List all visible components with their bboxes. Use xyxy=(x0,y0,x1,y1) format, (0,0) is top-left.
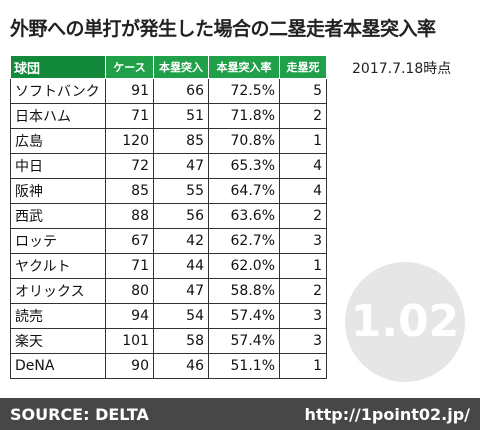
table-cell: 91 xyxy=(105,78,154,104)
table-cell: 65.3% xyxy=(208,153,280,179)
table-row: ロッテ 67 42 62.7% 3 xyxy=(10,228,327,254)
table-cell: 42 xyxy=(153,228,209,254)
table-cell: 51 xyxy=(153,103,209,129)
table-cell: 94 xyxy=(105,303,154,329)
stats-table: 球団 ケース 本塁突入 本塁突入率 走塁死 ソフトバンク 91 66 72.5% 5 日本ハム 71… xyxy=(10,55,327,379)
table-cell: 51.1% xyxy=(208,353,280,379)
watermark: 1.02 xyxy=(345,262,465,382)
column-header: 本塁突入率 xyxy=(208,55,280,79)
table-cell: 3 xyxy=(279,228,327,254)
source: SOURCE: DELTA xyxy=(10,405,149,424)
table-cell: 1 xyxy=(279,253,327,279)
table-cell: 90 xyxy=(105,353,154,379)
table-cell: DeNA xyxy=(10,353,106,379)
url: http://1point02.jp/ xyxy=(304,405,470,424)
table-row: ソフトバンク 91 66 72.5% 5 xyxy=(10,78,327,104)
table-cell: 55 xyxy=(153,178,209,204)
footer: SOURCE: DELTA http://1point02.jp/ xyxy=(0,398,480,430)
table-row: 日本ハム 71 51 71.8% 2 xyxy=(10,103,327,129)
table-cell: ソフトバンク xyxy=(10,78,106,104)
table-cell: 中日 xyxy=(10,153,106,179)
table-row: DeNA 90 46 51.1% 1 xyxy=(10,353,327,379)
table-cell: 88 xyxy=(105,203,154,229)
table-cell: 西武 xyxy=(10,203,106,229)
table-cell: オリックス xyxy=(10,278,106,304)
table-cell: 広島 xyxy=(10,128,106,154)
table-cell: 読売 xyxy=(10,303,106,329)
table-cell: 80 xyxy=(105,278,154,304)
table-row: 中日 72 47 65.3% 4 xyxy=(10,153,327,179)
table-cell: 71 xyxy=(105,103,154,129)
table-cell: 62.7% xyxy=(208,228,280,254)
table-cell: 62.0% xyxy=(208,253,280,279)
table-cell: 70.8% xyxy=(208,128,280,154)
table-cell: 46 xyxy=(153,353,209,379)
table-row: 読売 94 54 57.4% 3 xyxy=(10,303,327,329)
table-cell: 2 xyxy=(279,278,327,304)
table-cell: 67 xyxy=(105,228,154,254)
column-header: 走塁死 xyxy=(279,55,327,79)
table-cell: 64.7% xyxy=(208,178,280,204)
table-cell: 2 xyxy=(279,103,327,129)
title: 外野への単打が発生した場合の二塁走者本塁突入率 xyxy=(10,18,436,40)
column-header: 本塁突入 xyxy=(153,55,209,79)
table-body: ソフトバンク 91 66 72.5% 5 日本ハム 71 51 71.8% 2 広島 120 85 70.… xyxy=(10,78,327,379)
table-row: ヤクルト 71 44 62.0% 1 xyxy=(10,253,327,279)
table-cell: 3 xyxy=(279,303,327,329)
table-cell: 66 xyxy=(153,78,209,104)
table-row: 西武 88 56 63.6% 2 xyxy=(10,203,327,229)
table-cell: 54 xyxy=(153,303,209,329)
table-cell: ロッテ xyxy=(10,228,106,254)
table-cell: 日本ハム xyxy=(10,103,106,129)
table-cell: 85 xyxy=(153,128,209,154)
table-cell: 58.8% xyxy=(208,278,280,304)
table-row: 阪神 85 55 64.7% 4 xyxy=(10,178,327,204)
table-cell: 120 xyxy=(105,128,154,154)
date: 2017.7.18時点 xyxy=(352,61,452,77)
table-cell: 71 xyxy=(105,253,154,279)
table-cell: 57.4% xyxy=(208,328,280,354)
table-cell: 阪神 xyxy=(10,178,106,204)
table-row: 広島 120 85 70.8% 1 xyxy=(10,128,327,154)
table-cell: 楽天 xyxy=(10,328,106,354)
table-cell: 47 xyxy=(153,278,209,304)
table-cell: 72.5% xyxy=(208,78,280,104)
table-cell: 101 xyxy=(105,328,154,354)
table-row: 楽天 101 58 57.4% 3 xyxy=(10,328,327,354)
table-cell: 58 xyxy=(153,328,209,354)
table-cell: 3 xyxy=(279,328,327,354)
table-cell: 44 xyxy=(153,253,209,279)
column-header: 球団 xyxy=(10,55,106,79)
table-cell: 2 xyxy=(279,203,327,229)
table-cell: 71.8% xyxy=(208,103,280,129)
table-cell: 5 xyxy=(279,78,327,104)
table-cell: 85 xyxy=(105,178,154,204)
table-cell: 63.6% xyxy=(208,203,280,229)
table-cell: 1 xyxy=(279,128,327,154)
table-cell: 4 xyxy=(279,178,327,204)
table-cell: 47 xyxy=(153,153,209,179)
table-cell: 57.4% xyxy=(208,303,280,329)
column-header: ケース xyxy=(105,55,154,79)
table-cell: 56 xyxy=(153,203,209,229)
header-row: 球団 ケース 本塁突入 本塁突入率 走塁死 xyxy=(10,55,327,79)
table-cell: 4 xyxy=(279,153,327,179)
table-cell: 72 xyxy=(105,153,154,179)
table-cell: ヤクルト xyxy=(10,253,106,279)
table-cell: 1 xyxy=(279,353,327,379)
table-row: オリックス 80 47 58.8% 2 xyxy=(10,278,327,304)
